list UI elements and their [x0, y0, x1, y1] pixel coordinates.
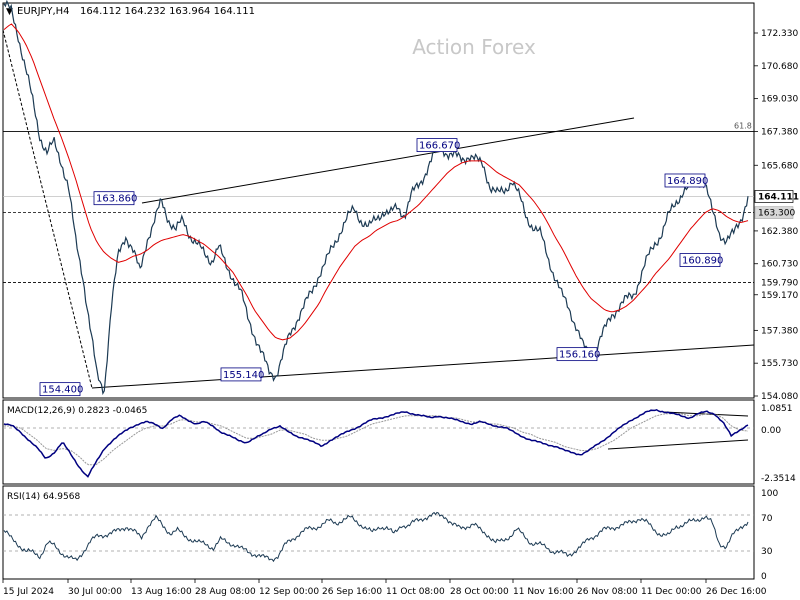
macd-axis-label: 0.00 [761, 426, 781, 436]
price-series-line [3, 0, 749, 396]
rsi-axis-label: 100 [761, 489, 778, 499]
level-axis-label: 159.790 [761, 278, 798, 288]
price-axis-label: 155.730 [761, 359, 798, 369]
price-axis-label: 154.080 [761, 392, 798, 402]
chart-ohlc: 164.112 164.232 163.964 164.111 [80, 6, 255, 17]
macd-line [3, 408, 749, 478]
price-axis: 172.330 170.680 169.030 167.380 165.680 162.3… [754, 29, 799, 402]
price-axis-label: 167.380 [761, 127, 798, 137]
price-axis-label: 159.170 [761, 291, 798, 301]
upper-trendline [141, 117, 635, 204]
time-axis-label: 28 Aug 08:00 [195, 587, 256, 597]
rsi-panel [2, 485, 755, 580]
price-label: 156.160 [559, 350, 600, 361]
moving-average-line [3, 23, 749, 341]
macd-title: MACD(12,26,9) 0.2823 -0.0465 [7, 406, 147, 416]
level-box [754, 206, 794, 219]
price-label-box [556, 347, 598, 362]
chart-symbol: EURJPY,H4 [17, 6, 70, 17]
price-label: 154.400 [42, 385, 83, 396]
rsi-line [3, 511, 749, 563]
macd-lower-trendline [607, 439, 749, 450]
time-axis-label: 28 Oct 00:00 [450, 587, 509, 597]
price-axis-label: 169.030 [761, 95, 798, 105]
price-label: 164.890 [667, 176, 708, 187]
macd-panel [2, 399, 755, 485]
price-axis-label: 157.380 [761, 326, 798, 336]
price-label-box [679, 253, 721, 267]
price-label-box [416, 138, 458, 152]
price-axis-label: 170.680 [761, 62, 798, 72]
level-box-label: 163.300 [758, 209, 795, 219]
price-label: 166.670 [419, 141, 460, 152]
time-axis-label: 11 Dec 00:00 [641, 587, 702, 597]
rsi-title: RSI(14) 64.9568 [7, 492, 80, 502]
price-axis-label: 160.730 [761, 260, 798, 270]
price-label-box [664, 173, 706, 188]
price-label: 163.860 [96, 194, 137, 205]
time-axis-label: 15 Jul 2024 [3, 587, 54, 597]
current-price-box [754, 190, 794, 203]
dashed-trendline [2, 29, 93, 389]
price-label-box [93, 191, 135, 206]
time-axis-label: 30 Jul 00:00 [68, 587, 122, 597]
rsi-axis-label: 0 [761, 572, 767, 582]
time-axis: 15 Jul 2024 30 Jul 00:00 13 Aug 16:00 28 Au… [2, 579, 767, 597]
trendlines [2, 29, 755, 450]
time-axis-label: 11 Oct 08:00 [386, 587, 445, 597]
chart-symbol-triangle: ▼ [6, 7, 13, 17]
time-axis-label: 12 Sep 00:00 [259, 587, 319, 597]
time-axis-label: 26 Dec 16:00 [706, 587, 767, 597]
time-axis-label: 13 Aug 16:00 [131, 587, 192, 597]
rsi-axis-label: 30 [761, 547, 773, 557]
fib-level-label: 61.8 [734, 121, 752, 130]
lower-trendline [91, 344, 755, 389]
macd-axis: 1.0851 0.00 -2.3514 [761, 404, 796, 484]
rsi-axis: 100 70 30 0 [761, 489, 778, 582]
price-axis-label: 165.680 [761, 161, 798, 171]
price-labels: 163.860 166.670 164.890 160.890 154.400 155.1… [39, 138, 723, 397]
macd-signal-line [4, 413, 749, 466]
price-axis-label: 162.380 [761, 227, 798, 237]
price-label-box [39, 382, 81, 397]
macd-axis-label: 1.0851 [761, 404, 793, 414]
time-axis-label: 11 Nov 16:00 [513, 587, 574, 597]
watermark: Action Forex [412, 35, 536, 59]
time-axis-label: 26 Nov 08:00 [577, 587, 638, 597]
macd-axis-label: -2.3514 [761, 474, 796, 484]
time-axis-label: 26 Sep 16:00 [322, 587, 382, 597]
price-label: 160.890 [682, 256, 723, 267]
price-axis-label: 172.330 [761, 29, 798, 39]
current-price-label: 164.111 [758, 192, 799, 202]
rsi-axis-label: 70 [761, 514, 773, 524]
price-label: 155.140 [223, 370, 264, 381]
price-label-box [220, 367, 262, 382]
